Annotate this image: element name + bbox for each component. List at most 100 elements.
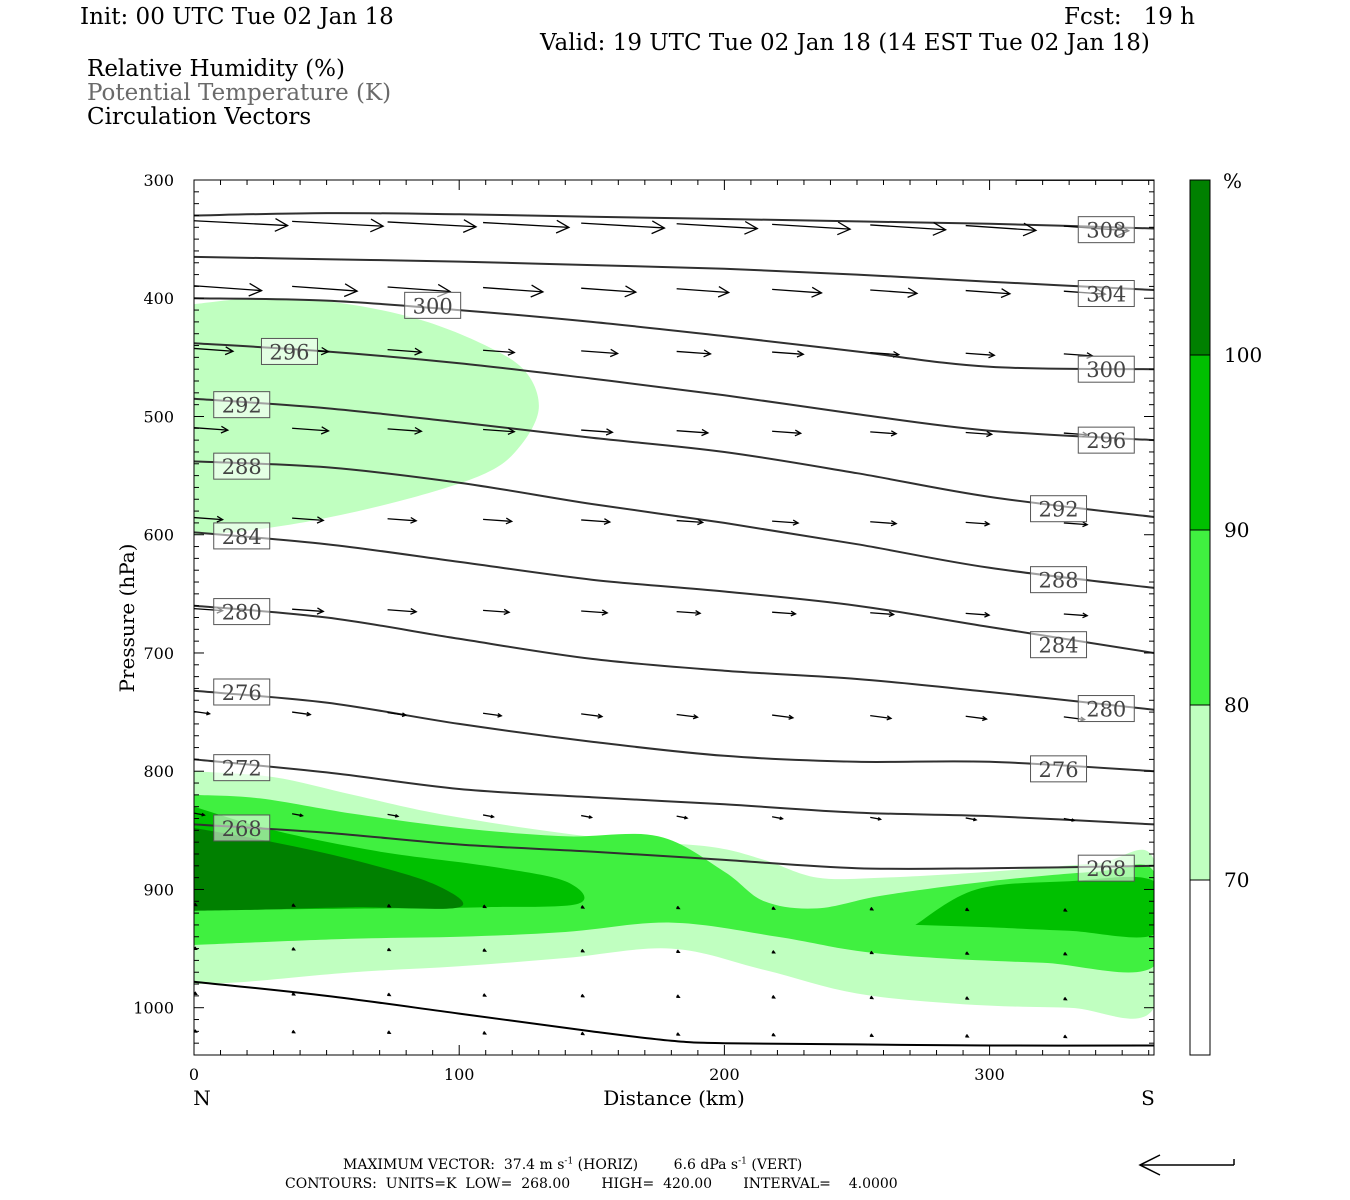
colorbar-unit: % [1223,169,1242,193]
legend-potential-temperature: Potential Temperature (K) [87,80,392,106]
axes: 300 400 500 600 700 800 900 1000 0 100 200 300 [133,171,1154,1084]
vector-head [414,426,423,435]
vector-arrow-icon [772,610,797,617]
vector-head [965,1034,970,1038]
vector-head [771,906,776,910]
vector-head [1071,818,1076,822]
colorbar: 70 80 90 100 [1189,179,1262,1056]
vector-head [291,903,296,907]
y-tick-label: 600 [143,526,174,545]
forecast-hour: Fcst: 19 h [1064,4,1195,30]
vector-arrow-icon [482,1031,488,1035]
vector-head [410,516,418,524]
contour-label-box [1077,426,1135,454]
rh-region-5 [194,828,464,911]
vector-arrow-icon [1063,817,1076,822]
theta-contour-308 [194,212,1154,230]
vector-head [206,711,212,716]
contour-label-box [213,522,271,550]
vector-shaft [965,289,1010,295]
vector-arrow-icon [292,711,312,717]
vector-head [932,222,948,236]
vector-arrow-icon [291,947,296,951]
vector-shaft [581,287,636,293]
vector-head [401,712,408,718]
theta-contour-292 [194,397,1154,518]
vector-head [907,287,919,298]
vector-shaft [483,609,510,613]
contour-label-box [213,678,271,706]
vector-arrow-icon [771,995,776,999]
vector-head [291,992,296,996]
vector-arrow-icon [870,816,883,821]
vector-arrow-icon [870,287,919,298]
contour-label-box [1077,280,1135,308]
theta-contour-268 [194,823,1154,870]
vector-head [497,712,503,718]
vector-arrow-icon [676,905,681,910]
vector-arrow-icon [483,219,571,234]
vector-shaft [387,286,451,293]
vector-shaft [292,285,358,292]
vector-head [1063,996,1068,1001]
vector-head [316,607,325,615]
vector-arrow-icon [387,903,392,908]
colorbar-swatch [1190,705,1210,880]
vector-head [1082,521,1089,528]
vector-head [692,714,699,720]
vector-arrow-icon [1063,951,1068,956]
vector-arrow-icon [965,611,991,618]
vector-shaft [483,428,515,433]
contour-label-text: 276 [1038,758,1078,782]
reference-vector-arrow-icon [1138,1154,1235,1176]
vector-arrow-icon [580,905,586,909]
vector-shaft [194,285,262,292]
contour-label-text: 280 [222,601,262,625]
vector-arrow-icon [387,1030,392,1034]
vector-head [507,348,516,356]
vector-shaft [870,289,918,295]
vector-shaft [772,288,822,294]
rh-region-2 [194,794,1154,973]
x-tick-label: 200 [709,1065,740,1084]
vector-arrow-icon [965,951,970,955]
contour-label-box [1077,355,1135,383]
vector-shaft [965,521,990,525]
x-tick-label: 0 [189,1065,199,1084]
max-vector-note: MAXIMUM VECTOR: 37.4 m s-1 (HORIZ) 6.6 d… [343,1156,803,1173]
vector-shaft [772,714,794,719]
vector-head [220,425,230,434]
vector-head [482,904,488,909]
vector-head [771,950,776,954]
vector-arrow-icon [772,519,800,526]
vector-shaft [772,430,801,434]
theta-contour-276 [194,689,1154,773]
contour-label-text: 296 [1086,429,1126,453]
vector-head [892,350,901,358]
legend-circulation-vectors: Circulation Vectors [87,104,312,130]
vector-arrow-icon [676,220,759,235]
vector-arrow-icon [291,992,296,996]
vector-shaft [292,608,324,613]
vector-head [224,346,235,356]
contour-label-text: 284 [222,525,262,549]
vector-shaft [387,349,422,353]
vector-shaft [870,521,897,525]
vector-arrow-icon [483,348,516,356]
vector-arrow-icon [387,712,408,718]
vector-shaft [676,350,711,355]
vector-arrow-icon [581,348,620,358]
vector-head [414,347,423,356]
vector-shaft [194,220,288,227]
vector-arrow-icon [676,349,712,358]
contour-label-280: 280 [1077,695,1135,723]
vector-arrow-icon [292,813,304,818]
vector-head [790,610,797,617]
vector-arrow-icon [580,993,586,998]
vector-head [811,286,823,298]
vector-shaft [292,813,303,817]
vector-head [684,815,689,820]
vector-shaft [870,816,881,820]
vector-arrow-icon [870,611,896,618]
vector-arrow-icon [482,993,488,997]
